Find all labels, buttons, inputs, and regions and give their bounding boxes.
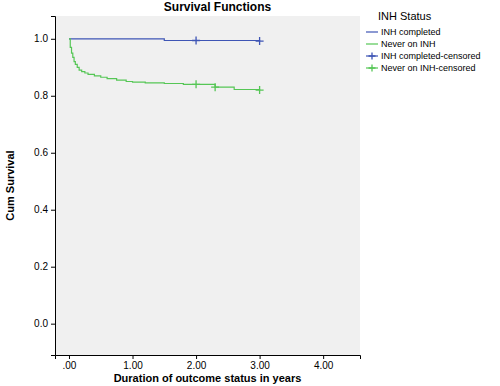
x-tick: 3.00 [250,355,270,371]
legend-item: Never on INH-censored [366,63,476,73]
x-tick-label: .00 [63,360,77,371]
x-tick-label: 3.00 [250,360,270,371]
censor-mark [256,86,264,94]
legend-label: Never on INH [381,39,436,49]
x-tick: .00 [63,355,77,371]
y-tick: 0.2 [34,261,55,272]
x-tick-label: 4.00 [314,360,334,371]
y-tick-mark [51,153,55,154]
title: Survival Functions [164,0,272,14]
y-axis: 0.0 0.2 0.4 0.6 0.8 1.0 [34,17,55,356]
legend-label: INH completed-censored [381,51,481,61]
x-tick-mark [196,355,197,359]
chart: .00 1.00 2.00 3.00 4.00 0.0 0.2 0.4 0.6 0.8 1.0 Sur… [0,0,500,386]
censor-mark [256,37,264,45]
y-tick-mark [51,210,55,211]
x-axis: .00 1.00 2.00 3.00 4.00 [56,355,361,371]
legend-item: Never on INH [366,39,436,49]
y-tick: 0.6 [34,147,55,158]
legend-label: INH completed [381,27,441,37]
x-tick: 4.00 [314,355,334,371]
x-tick: 2.00 [187,355,207,371]
censor-mark [192,80,200,88]
legend-swatch [366,43,378,44]
x-tick: 1.00 [123,355,143,371]
marks [69,36,264,94]
y-tick-label: 0.0 [34,318,48,329]
y-tick-label: 0.2 [34,261,48,272]
x-tick-label: 1.00 [123,360,143,371]
legend-item: INH completed [366,27,441,37]
x-tick-mark [69,355,70,359]
x-tick-mark [260,355,261,359]
legend-marker [369,65,376,72]
legend: INH Status INH completed Never on INH INH c… [366,10,481,73]
x-tick-mark [323,355,324,359]
legend-swatch [366,31,378,32]
survival-line [69,39,260,41]
x-axis-line [56,356,361,360]
y-tick: 0.0 [34,318,55,329]
y-axis-line [51,17,56,356]
y-tick: 0.4 [34,204,55,215]
plot-background [55,16,360,355]
y-tick: 0.8 [34,90,55,101]
y-tick-label: 0.8 [34,90,48,101]
y-tick-mark [51,324,55,325]
y-tick-label: 0.6 [34,147,48,158]
x-tick-mark [133,355,134,359]
y-tick-label: 0.4 [34,204,48,215]
censor-mark [192,36,200,44]
x-axis-title: Duration of outcome status in years [114,372,302,384]
legend-marker [369,53,376,60]
x-tick-label: 2.00 [187,360,207,371]
survival-line [69,39,260,90]
y-tick-mark [51,96,55,97]
legend-label: Never on INH-censored [381,63,476,73]
y-tick-mark [51,39,55,40]
y-tick-label: 1.0 [34,33,48,44]
censor-mark [211,83,219,91]
y-tick: 1.0 [34,33,55,44]
y-tick-mark [51,267,55,268]
legend-item: INH completed-censored [366,51,481,61]
y-axis-title: Cum Survival [4,150,16,220]
legend-title: INH Status [378,10,432,22]
